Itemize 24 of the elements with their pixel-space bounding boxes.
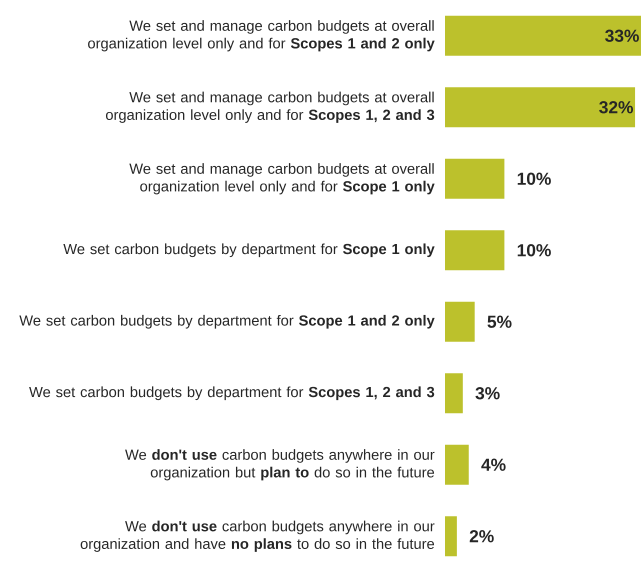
data-label: 10% <box>518 172 551 185</box>
y-tick-label: We set and manage carbon budgets at overall organization level only and for Scopes 1 and 2 only <box>88 20 435 52</box>
bar <box>445 16 641 56</box>
y-tick-label: We set carbon budgets by department for Scope 1 only <box>63 243 435 258</box>
bar <box>445 158 504 199</box>
data-label: 10% <box>518 244 551 256</box>
bar <box>445 373 463 414</box>
y-tick-label: We don't use carbon budgets anywhere in our organization but plan to do so in the future <box>125 449 434 480</box>
y-tick-label: We set and manage carbon budgets at overall organization level only and for Scope 1 only <box>129 163 435 194</box>
bar <box>445 87 636 128</box>
data-label: 5% <box>488 316 512 328</box>
y-tick-label: We set carbon budgets by department for Scope 1 and 2 only <box>19 314 435 329</box>
data-label: 32% <box>599 101 633 114</box>
data-label: 4% <box>481 458 506 471</box>
y-tick-label: We set and manage carbon budgets at overall organization level only and for Scopes 1, 2 and 3 <box>106 92 434 123</box>
y-tick-label: We set carbon budgets by department for Scopes 1, 2 and 3 <box>29 386 434 400</box>
bar <box>445 302 475 342</box>
bar <box>445 444 469 485</box>
data-label: 33% <box>605 30 639 42</box>
bar <box>445 230 504 270</box>
y-tick-label: We don't use carbon budgets anywhere in our organization and have no plans to do so in the future <box>80 520 434 552</box>
data-label: 2% <box>470 530 494 542</box>
bar <box>445 516 457 556</box>
data-label: 3% <box>475 387 500 400</box>
